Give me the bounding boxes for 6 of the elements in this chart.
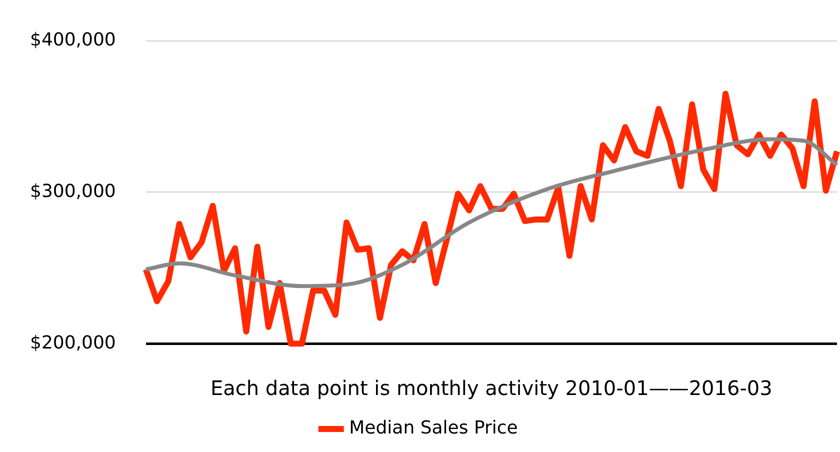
y-tick-label: $300,000: [30, 180, 116, 202]
legend-label: Median Sales Price: [349, 418, 518, 439]
x-axis-title: Each data point is monthly activity 2010-01——2016-03: [210, 376, 772, 400]
y-tick-label: $200,000: [30, 332, 116, 354]
line-series: [144, 137, 839, 288]
y-tick-label: $400,000: [30, 29, 116, 50]
